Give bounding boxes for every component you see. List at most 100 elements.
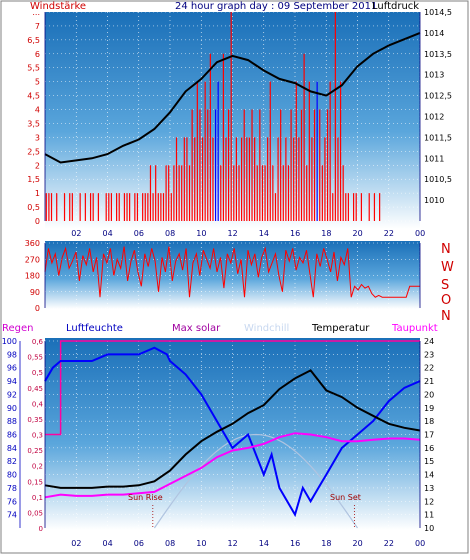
- humidity-tick-7: 88: [7, 417, 17, 426]
- temp-tick-6: 16: [424, 444, 434, 453]
- compass-w: W: [441, 260, 454, 275]
- legend: Regen Luftfeuchte Max solar Windchill Te…: [2, 323, 438, 334]
- rain-tick-4: 0,2: [32, 463, 43, 471]
- pressure-label: Luftdruck: [372, 1, 419, 12]
- time-tick-top-02: 02: [71, 229, 81, 238]
- wind-tick-2: 1: [35, 189, 40, 198]
- compass-n-bottom: N: [441, 309, 451, 324]
- humidity-tick-4: 82: [7, 457, 17, 466]
- temperature-line: [44, 369, 421, 489]
- direction-tick-2: 180: [25, 272, 40, 281]
- temp-tick-13: 23: [424, 350, 434, 359]
- humidity-tick-1: 76: [7, 497, 17, 506]
- legend-max-solar: Max solar: [172, 323, 221, 334]
- sunrise-label: Sun Rise: [128, 493, 163, 502]
- solar-line: [153, 433, 358, 529]
- humidity-tick-2: 78: [7, 484, 17, 493]
- time-tick-top-06: 06: [134, 229, 144, 238]
- temp-tick-3: 13: [424, 484, 434, 493]
- pressure-tick-9: 1014,5: [424, 8, 452, 17]
- pressure-tick-4: 1012: [424, 113, 444, 122]
- time-tick-bottom-08: 08: [165, 539, 175, 548]
- rain-line: [45, 340, 420, 436]
- pressure-tick-6: 1013: [424, 71, 444, 80]
- compass-s: S: [441, 278, 449, 293]
- humidity-tick-0: 74: [7, 511, 17, 520]
- pressure-series: [44, 31, 421, 164]
- time-tick-top-12: 12: [228, 229, 238, 238]
- time-tick-bottom-06: 06: [134, 539, 144, 548]
- time-tick-top-20: 20: [353, 229, 363, 238]
- humidity-tick-5: 84: [7, 444, 17, 453]
- rain-tick-7: 0,35: [27, 416, 43, 424]
- humidity-tick-6: 86: [7, 431, 17, 440]
- time-tick-bottom-14: 14: [259, 539, 269, 548]
- humidity-tick-9: 92: [7, 390, 17, 399]
- wind-tick-4: 2: [35, 161, 40, 170]
- wind-tick-7: 3,5: [27, 119, 40, 128]
- time-tick-bottom-22: 22: [384, 539, 394, 548]
- pressure-tick-1: 1010,5: [424, 175, 452, 184]
- temp-tick-0: 10: [424, 524, 434, 533]
- compass-labels: N W S O N: [441, 242, 454, 324]
- chart-title: 24 hour graph day : 09 September 2011: [175, 1, 377, 12]
- dewpoint-line: [44, 432, 421, 499]
- legend-taupunkt: Taupunkt: [391, 323, 438, 334]
- wind-tick-8: 4: [35, 106, 40, 115]
- rain-tick-5: 0,25: [27, 447, 43, 455]
- temp-tick-7: 17: [424, 431, 434, 440]
- time-tick-top-18: 18: [321, 229, 331, 238]
- temp-tick-2: 12: [424, 497, 434, 506]
- compass-o: O: [441, 293, 451, 308]
- compass-n-top: N: [441, 242, 451, 257]
- direction-tick-0: 0: [35, 304, 40, 313]
- wind-tick-11: 5,5: [27, 64, 40, 73]
- wind-tick-12: 6: [35, 50, 40, 59]
- wind-tick-14: 7: [35, 22, 40, 31]
- temp-tick-8: 18: [424, 417, 434, 426]
- rain-tick-0: 0: [39, 525, 43, 533]
- sunset-label: Sun Set: [330, 493, 361, 502]
- time-tick-bottom-02: 02: [71, 539, 81, 548]
- wind-tick-6: 3: [35, 133, 40, 142]
- direction-tick-1: 90: [30, 288, 40, 297]
- time-tick-top-22: 22: [384, 229, 394, 238]
- pressure-tick-2: 1011: [424, 154, 444, 163]
- pressure-tick-5: 1012,5: [424, 92, 452, 101]
- pressure-tick-7: 1013,5: [424, 50, 452, 59]
- time-tick-bottom-16: 16: [290, 539, 300, 548]
- wind-tick-3: 1,5: [27, 175, 40, 184]
- humidity-line: [44, 346, 421, 518]
- temp-tick-4: 14: [424, 471, 434, 480]
- rain-tick-3: 0,15: [27, 478, 43, 486]
- pressure-tick-8: 1014: [424, 29, 444, 38]
- wind-tick-0: 0: [35, 217, 40, 226]
- axes: 0202040406060808101012121414161618182020…: [2, 8, 452, 548]
- rain-tick-12: 0,6: [32, 338, 44, 346]
- legend-temperatur: Temperatur: [311, 323, 370, 334]
- temp-tick-9: 19: [424, 404, 434, 413]
- legend-windchill: Windchill: [244, 323, 289, 334]
- time-tick-bottom-00: 00: [415, 539, 425, 548]
- time-tick-bottom-12: 12: [228, 539, 238, 548]
- time-tick-top-00: 00: [415, 229, 425, 238]
- time-tick-top-08: 08: [165, 229, 175, 238]
- wind-bars: [45, 12, 381, 221]
- wind-tick-1: 0,5: [27, 203, 40, 212]
- temp-tick-10: 20: [424, 390, 434, 399]
- wind-tick-9: 4,5: [27, 92, 40, 101]
- bottom-series: [44, 340, 421, 529]
- temp-tick-12: 22: [424, 364, 434, 373]
- rain-tick-9: 0,45: [27, 385, 43, 393]
- wind-tick-13: 6,5: [27, 36, 40, 45]
- rain-tick-11: 0,55: [27, 354, 43, 362]
- time-tick-bottom-10: 10: [196, 539, 206, 548]
- humidity-tick-13: 100: [2, 337, 17, 346]
- direction-line: [44, 246, 420, 298]
- pressure-tick-0: 1010: [424, 196, 444, 205]
- time-tick-top-14: 14: [259, 229, 269, 238]
- legend-regen: Regen: [2, 323, 34, 334]
- direction-tick-3: 270: [25, 255, 40, 264]
